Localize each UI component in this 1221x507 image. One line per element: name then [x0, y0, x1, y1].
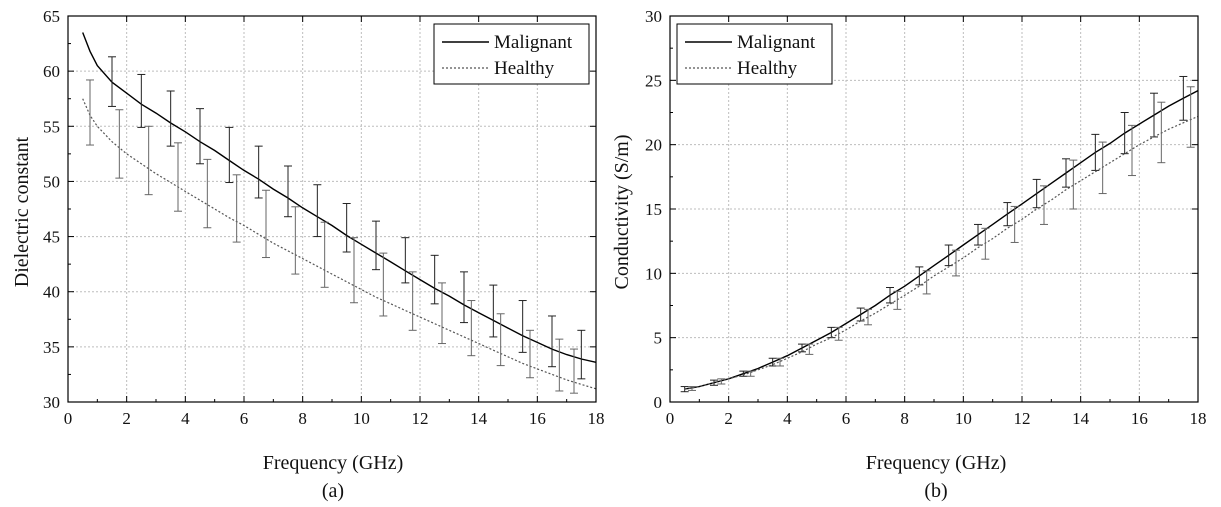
legend-a: Malignant Healthy [433, 23, 590, 85]
series-b-healthy [684, 86, 1199, 391]
y-tick-label: 30 [645, 7, 662, 26]
y-axis-title-b: Conductivity (S/m) [611, 135, 633, 290]
x-tick-label: 8 [900, 409, 909, 428]
series-line-malignant [82, 32, 597, 363]
x-tick-label: 10 [955, 409, 972, 428]
y-tick-label: 60 [43, 62, 60, 81]
x-tick-label: 6 [240, 409, 249, 428]
y-tick-label: 15 [645, 200, 662, 219]
legend-label-healthy: Healthy [737, 58, 798, 79]
series-line-malignant [684, 89, 1199, 390]
x-tick-label: 0 [64, 409, 73, 428]
legend-b: Malignant Healthy [676, 23, 833, 85]
series-a-healthy [82, 79, 597, 394]
x-tick-label: 2 [724, 409, 733, 428]
y-tick-label: 40 [43, 283, 60, 302]
panel-caption-b: (b) [924, 480, 947, 502]
legend-label-malignant: Malignant [494, 32, 573, 53]
legend-box [433, 23, 590, 85]
legend-label-healthy: Healthy [494, 58, 555, 79]
chart-panel-a: Frequency (GHz) Dielectric constant (a) … [11, 7, 605, 502]
x-tick-label: 4 [181, 409, 190, 428]
x-tick-label: 12 [1014, 409, 1031, 428]
x-tick-label: 18 [588, 409, 605, 428]
y-tick-label: 45 [43, 228, 60, 247]
x-tick-label: 16 [1131, 409, 1148, 428]
y-tick-label: 20 [645, 136, 662, 155]
x-tick-label: 14 [470, 409, 488, 428]
y-tick-label: 50 [43, 172, 60, 191]
ticks-a: 0 2 4 6 8 10 12 14 16 18 30 35 40 45 50 55 60 65 [43, 7, 605, 428]
y-tick-label: 5 [654, 329, 663, 348]
y-tick-label: 25 [645, 71, 662, 90]
y-tick-label: 35 [43, 338, 60, 357]
x-tick-label: 16 [529, 409, 546, 428]
x-tick-label: 18 [1190, 409, 1207, 428]
y-tick-label: 30 [43, 393, 60, 412]
x-axis-title-a: Frequency (GHz) [263, 452, 404, 474]
y-tick-label: 65 [43, 7, 60, 26]
panel-caption-a: (a) [322, 480, 344, 502]
x-tick-label: 2 [122, 409, 131, 428]
legend-box [676, 23, 833, 85]
x-tick-label: 0 [666, 409, 675, 428]
x-tick-label: 6 [842, 409, 851, 428]
y-tick-label: 10 [645, 264, 662, 283]
x-tick-label: 8 [298, 409, 307, 428]
y-axis-title-a: Dielectric constant [11, 136, 33, 287]
legend-label-malignant: Malignant [737, 32, 816, 53]
x-tick-label: 14 [1072, 409, 1090, 428]
x-tick-label: 4 [783, 409, 792, 428]
series-a-malignant [82, 32, 597, 380]
ticks-b: 0 2 4 6 8 10 12 14 16 18 0 5 10 15 20 25 30 [645, 7, 1207, 428]
x-axis-title-b: Frequency (GHz) [866, 452, 1007, 474]
x-tick-label: 10 [353, 409, 370, 428]
chart-panel-b: Frequency (GHz) Conductivity (S/m) (b) 0… [611, 7, 1207, 502]
y-tick-label: 55 [43, 117, 60, 136]
y-tick-label: 0 [654, 393, 663, 412]
series-b-malignant [680, 75, 1199, 393]
series-line-healthy [684, 115, 1199, 390]
series-line-healthy [82, 98, 597, 390]
x-tick-label: 12 [412, 409, 429, 428]
